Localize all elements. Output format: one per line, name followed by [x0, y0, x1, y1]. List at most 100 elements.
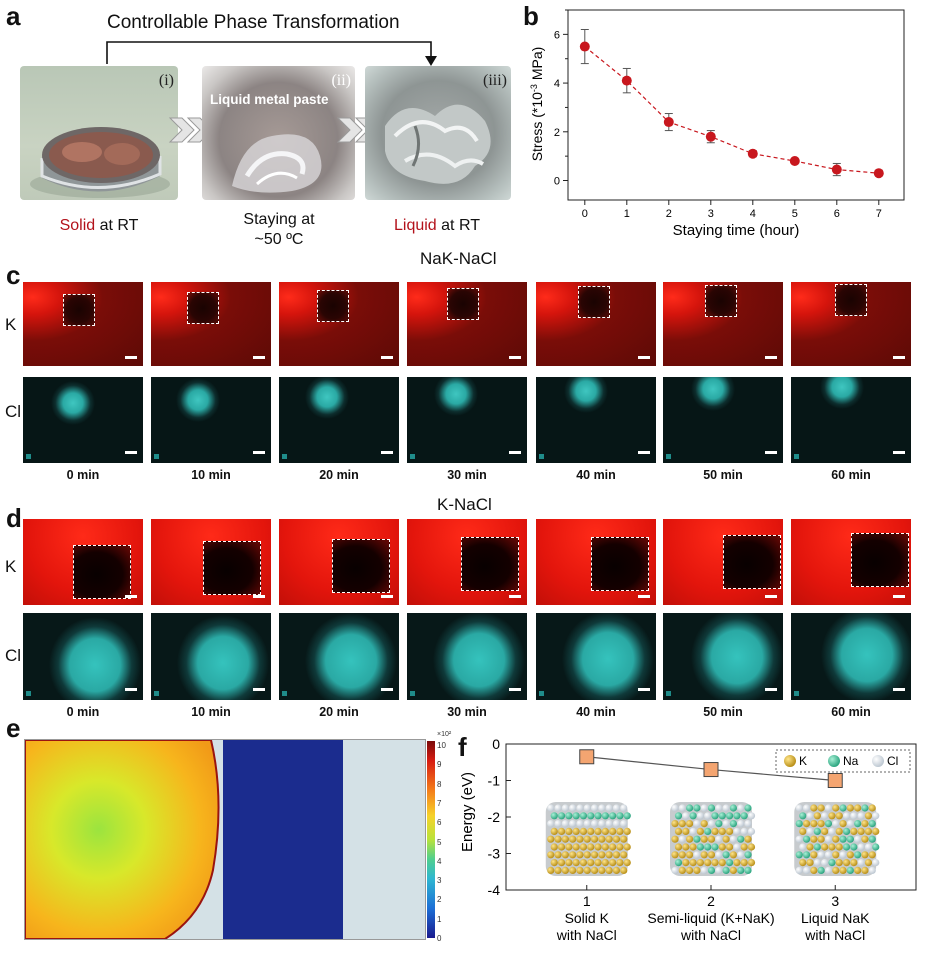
atom-k [547, 866, 555, 874]
atom-k [729, 851, 737, 859]
scale-bar [765, 451, 777, 454]
atom-k [583, 851, 591, 859]
time-label: 40 min [576, 705, 616, 719]
atom-k [605, 866, 613, 874]
stress-xlabel: Staying time (hour) [673, 222, 800, 239]
atom-k [609, 859, 617, 867]
atom-cl [824, 851, 833, 859]
atom-na [722, 851, 730, 859]
atom-k [813, 812, 821, 820]
x-tick-label: 2 [666, 208, 672, 220]
scale-bar [893, 688, 905, 691]
panel-d-title: K-NaCl [437, 495, 492, 514]
atom-na [795, 820, 803, 828]
scale-bar [125, 451, 137, 454]
atom-cl [821, 859, 829, 867]
atom-na [733, 812, 741, 820]
k-map-tile [791, 519, 911, 605]
atom-na [572, 812, 580, 820]
colorbar-tick: 10 [437, 741, 446, 750]
atom-cl [737, 820, 745, 828]
scale-bar [125, 688, 137, 691]
scale-bar [638, 688, 650, 691]
atom-cl [806, 812, 814, 820]
atom-k [696, 859, 704, 867]
corner-marker [282, 454, 287, 459]
atom-k [806, 859, 814, 867]
atom-k [700, 851, 708, 859]
atom-cl [864, 843, 873, 851]
atom-cl [693, 851, 701, 859]
atom-cl [747, 812, 756, 820]
atom-k [678, 866, 686, 874]
atom-k [726, 827, 734, 835]
x-tick-label: 7 [876, 208, 882, 220]
atom-k [576, 866, 584, 874]
atom-cl [715, 804, 723, 812]
atom-cl [824, 866, 833, 874]
atom-cl [547, 804, 555, 812]
scale-bar [509, 356, 521, 359]
atom-cl [737, 804, 745, 812]
atom-k [729, 866, 737, 874]
atom-na [729, 804, 737, 812]
scale-bar [381, 595, 393, 598]
atom-k [678, 820, 686, 828]
atom-cl [707, 820, 716, 828]
scale-bar [381, 356, 393, 359]
atom-k [718, 843, 726, 851]
atom-k [718, 827, 726, 835]
selection-box [187, 292, 219, 324]
scale-bar [893, 356, 905, 359]
time-label: 30 min [447, 705, 487, 719]
atomic-structure-image [670, 802, 756, 876]
atom-k [696, 827, 704, 835]
photo-liquid-nak: (iii) [365, 66, 511, 200]
atom-k [810, 851, 818, 859]
category-label-line1: Liquid NaK [801, 910, 870, 926]
caption-liquid: Liquid at RT [394, 217, 480, 234]
scale-bar [381, 688, 393, 691]
stress-point [747, 148, 758, 159]
atom-k [839, 866, 847, 874]
atom-k [674, 843, 683, 851]
atom-k [817, 835, 825, 843]
atom-k [864, 827, 873, 835]
atom-cl [824, 804, 833, 812]
atom-k [868, 851, 876, 859]
y-tick-label: -1 [488, 773, 501, 789]
k-map-tile [536, 282, 656, 366]
stress-point [579, 41, 590, 52]
cl-map-tile [279, 613, 399, 700]
colorbar [427, 741, 435, 938]
atom-cl [832, 820, 840, 828]
atom-k [587, 843, 595, 851]
atom-k [832, 866, 840, 874]
atom-na [601, 812, 609, 820]
atom-k [594, 827, 602, 835]
atom-k [579, 859, 588, 867]
atomic-structure-image [794, 802, 880, 876]
energy-point [703, 762, 719, 778]
atom-na [737, 866, 745, 874]
atom-k [579, 843, 588, 851]
atom-k [547, 835, 555, 843]
cl-map-tile [23, 613, 143, 700]
atom-k [671, 820, 679, 828]
atom-cl [740, 827, 748, 835]
selection-box [705, 285, 737, 317]
atom-cl [678, 835, 686, 843]
scale-bar [509, 688, 521, 691]
atom-k [854, 804, 862, 812]
scale-bar [765, 688, 777, 691]
atom-k [832, 804, 840, 812]
time-label: 10 min [191, 468, 231, 482]
atom-cl [722, 804, 730, 812]
atom-k [601, 843, 609, 851]
atom-k [740, 859, 748, 867]
atom-k [612, 866, 621, 874]
atom-cl [671, 866, 679, 874]
atom-k [747, 843, 756, 851]
atom-cl [795, 866, 803, 874]
atom-cl [795, 804, 803, 812]
